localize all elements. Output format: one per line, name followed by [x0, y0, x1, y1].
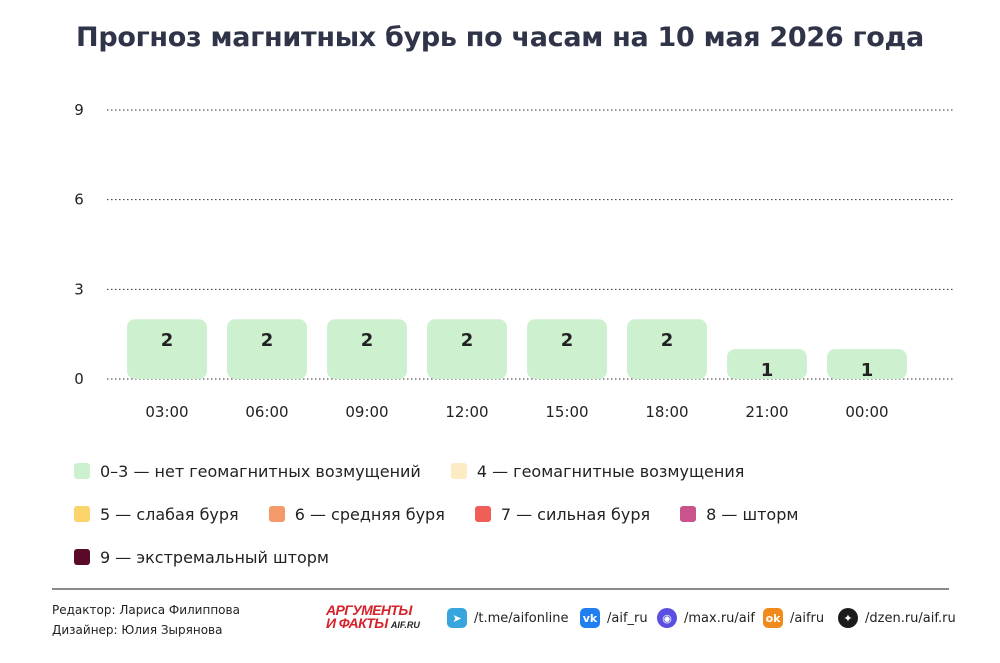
- data-label: 2: [561, 330, 574, 351]
- data-label: 1: [861, 360, 874, 381]
- legend-label: 6 — средняя буря: [294, 504, 445, 524]
- bar: [427, 319, 507, 379]
- legend-label: 9 — экстремальный шторм: [100, 547, 329, 567]
- legend-label: 0–3 — нет геомагнитных возмущений: [100, 461, 421, 481]
- legend-row: 9 — экстремальный шторм: [74, 546, 954, 568]
- legend-swatch: [680, 506, 697, 522]
- social-label: /aif_ru: [607, 610, 648, 626]
- legend-item: 7 — сильная буря: [474, 504, 651, 524]
- legend-row: 5 — слабая буря 6 — средняя буря 7 — сильн…: [74, 503, 954, 525]
- vk-icon: vk: [580, 608, 600, 628]
- legend: 0–3 — нет геомагнитных возмущений 4 — гео…: [74, 460, 954, 589]
- designer-credit: Дизайнер: Юлия Зырянова: [52, 623, 223, 637]
- x-tick-label: 12:00: [445, 403, 488, 421]
- logo-line1: АРГУМЕНТЫ: [326, 602, 412, 618]
- credits: Редактор: Лариса Филиппова Дизайнер: Юли…: [52, 600, 240, 640]
- social-label: /max.ru/aif: [684, 610, 755, 626]
- social-link[interactable]: ✦ /dzen.ru/aif.ru: [838, 608, 956, 628]
- x-tick-label: 03:00: [145, 403, 188, 421]
- social-label: /dzen.ru/aif.ru: [865, 610, 956, 626]
- legend-item: 8 — шторм: [680, 505, 798, 524]
- data-label: 2: [161, 330, 174, 351]
- bar: [127, 319, 207, 379]
- dzen-icon: ✦: [838, 608, 858, 628]
- bar: [627, 319, 707, 379]
- x-tick-label: 21:00: [745, 403, 788, 421]
- legend-item: 6 — средняя буря: [268, 504, 445, 524]
- telegram-icon: ➤: [447, 608, 467, 628]
- social-link[interactable]: ok/aifru: [763, 608, 824, 628]
- legend-item: 0–3 — нет геомагнитных возмущений: [74, 462, 421, 481]
- data-label: 2: [361, 330, 374, 351]
- x-tick-label: 18:00: [645, 403, 688, 421]
- data-label: 2: [461, 330, 474, 351]
- chart-title: Прогноз магнитных бурь по часам на 10 ма…: [76, 22, 924, 53]
- aif-logo[interactable]: АРГУМЕНТЫ И ФАКТЫ AIF.RU: [326, 602, 436, 634]
- legend-swatch: [74, 463, 90, 479]
- x-tick-label: 00:00: [845, 403, 888, 421]
- social-label: /aifru: [790, 610, 825, 626]
- legend-item: 4 — геомагнитные возмущения: [450, 461, 745, 481]
- legend-label: 7 — сильная буря: [500, 504, 651, 524]
- legend-swatch: [74, 506, 90, 522]
- data-label: 2: [261, 330, 274, 351]
- bar: [227, 319, 307, 379]
- legend-row: 0–3 — нет геомагнитных возмущений 4 — гео…: [74, 460, 954, 482]
- x-tick-label: 15:00: [545, 403, 588, 421]
- data-label: 2: [661, 330, 674, 351]
- y-tick-label: 6: [74, 191, 84, 209]
- editor-credit: Редактор: Лариса Филиппова: [52, 603, 240, 617]
- max-icon: ◉: [657, 608, 677, 628]
- legend-label: 5 — слабая буря: [100, 504, 239, 524]
- y-tick-label: 3: [74, 280, 84, 298]
- bar: [727, 349, 807, 379]
- footer-divider: [52, 588, 949, 590]
- social-link[interactable]: ◉ /max.ru/aif: [657, 608, 755, 628]
- bar: [527, 319, 607, 379]
- logo-line2: И ФАКТЫ: [326, 615, 388, 631]
- legend-swatch: [268, 506, 285, 522]
- y-tick-label: 0: [74, 370, 84, 388]
- legend-label: 8 — шторм: [706, 504, 799, 524]
- legend-swatch: [74, 549, 90, 565]
- x-tick-label: 06:00: [245, 403, 288, 421]
- data-label: 1: [761, 360, 774, 381]
- y-tick-label: 9: [74, 101, 84, 119]
- social-link[interactable]: vk/aif_ru: [580, 608, 648, 628]
- legend-swatch: [450, 463, 467, 479]
- x-tick-label: 09:00: [345, 403, 388, 421]
- social-link[interactable]: ➤ /t.me/aifonline: [447, 608, 568, 628]
- social-label: /t.me/aifonline: [474, 610, 569, 626]
- bar-chart: 0 3 6 9 2 03:00 2 06:00 2 09:00 2 12:00 2 15:00 2 18:00…: [74, 101, 955, 421]
- bar: [327, 319, 407, 379]
- legend-label: 4 — геомагнитные возмущения: [476, 461, 745, 481]
- odnoklassniki-icon: ok: [763, 608, 783, 628]
- logo-site: AIF.RU: [390, 620, 420, 630]
- legend-item: 5 — слабая буря: [74, 505, 239, 524]
- bar: [827, 349, 907, 379]
- legend-item: 9 — экстремальный шторм: [74, 548, 329, 567]
- legend-swatch: [474, 506, 491, 522]
